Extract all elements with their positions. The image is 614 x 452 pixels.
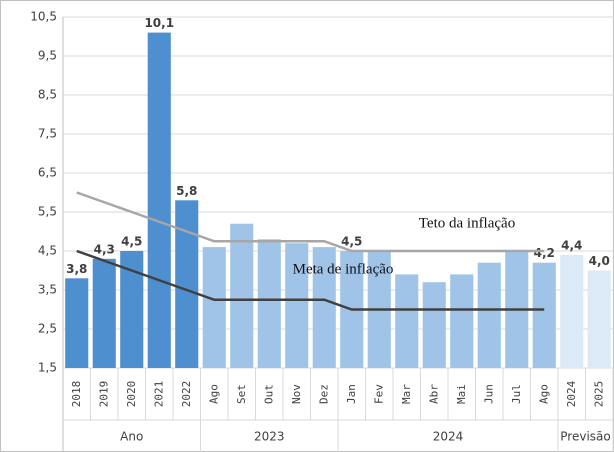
x-tick-label: Out — [262, 384, 275, 404]
y-tick-label: 7,5 — [38, 127, 57, 141]
value-label: 5,8 — [176, 184, 197, 198]
bar — [532, 262, 556, 368]
group-label: 2024 — [433, 430, 464, 444]
x-tick-label: Jul — [510, 384, 523, 404]
x-tick-label: Set — [235, 384, 248, 404]
bar — [175, 200, 199, 368]
bar — [560, 254, 584, 368]
y-tick-label: 3,5 — [38, 283, 57, 297]
bar — [312, 247, 336, 368]
y-tick-label: 2,5 — [38, 322, 57, 336]
bar — [395, 274, 419, 368]
x-tick-label: Ago — [537, 384, 550, 404]
bar — [587, 270, 611, 368]
value-label: 4,0 — [589, 254, 610, 268]
value-label: 4,3 — [94, 242, 115, 256]
value-label: 3,8 — [66, 262, 87, 276]
group-label: 2023 — [254, 430, 285, 444]
x-tick-label: 2024 — [565, 380, 578, 407]
x-tick-label: Dez — [317, 384, 330, 404]
value-label: 4,4 — [561, 238, 582, 252]
bar — [257, 239, 281, 368]
bar — [65, 278, 89, 368]
group-label: Ano — [120, 430, 143, 444]
x-tick-label: Jan — [345, 384, 358, 404]
bar — [120, 251, 144, 368]
y-tick-label: 9,5 — [38, 49, 57, 63]
bar — [477, 262, 501, 368]
series-annotation: Meta de inflação — [293, 261, 394, 277]
x-tick-label: 2019 — [97, 381, 110, 408]
y-tick-label: 5,5 — [38, 205, 57, 219]
x-tick-label: Mai — [455, 384, 468, 404]
line-series — [76, 191, 545, 253]
x-tick-label: 2021 — [152, 381, 165, 408]
x-tick-label: Mar — [400, 384, 413, 404]
x-tick-label: 2020 — [125, 381, 138, 408]
value-label: 4,2 — [534, 246, 555, 260]
bar — [92, 258, 116, 368]
bar — [147, 32, 171, 368]
x-tick-label: Fev — [372, 384, 385, 404]
x-tick-label: Nov — [290, 384, 303, 404]
y-tick-label: 4,5 — [38, 244, 57, 258]
value-label: 4,5 — [341, 235, 362, 249]
value-label: 4,5 — [121, 235, 142, 249]
group-label: Previsão — [560, 430, 610, 444]
bar — [285, 243, 309, 368]
value-label: 10,1 — [144, 16, 174, 30]
y-tick-label: 6,5 — [38, 166, 57, 180]
bar — [450, 274, 474, 368]
x-tick-label: Abr — [427, 384, 440, 404]
x-tick-label: Ago — [207, 384, 220, 404]
series-annotation: Teto da inflação — [419, 215, 515, 231]
x-tick-label: Jun — [482, 384, 495, 404]
y-tick-label: 8,5 — [38, 88, 57, 102]
x-tick-label: 2022 — [180, 381, 193, 408]
bar — [422, 282, 446, 368]
bar — [230, 223, 254, 368]
y-tick-label: 10,5 — [30, 10, 57, 24]
x-tick-label: 2025 — [592, 381, 605, 408]
x-tick-label: 2018 — [70, 381, 83, 408]
y-tick-label: 1,5 — [38, 361, 57, 375]
bar — [202, 247, 226, 368]
line-series — [76, 249, 545, 311]
